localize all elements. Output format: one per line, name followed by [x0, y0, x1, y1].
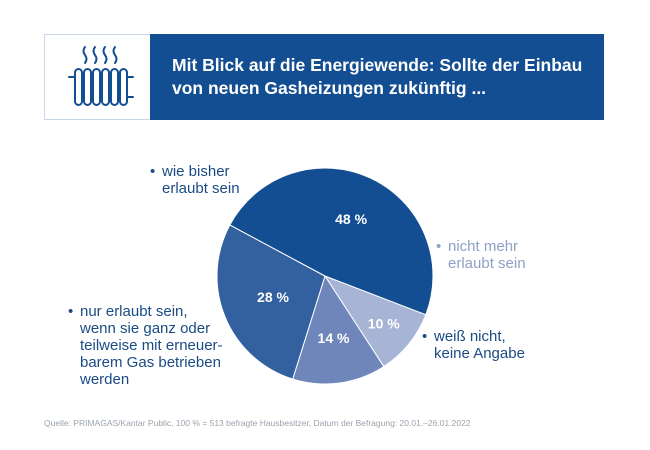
chart-title: Mit Blick auf die Energiewende: Sollte d… [150, 34, 604, 120]
legend-label-wie-bisher: • wie bisher erlaubt sein [150, 163, 240, 197]
label-bullet: • [150, 163, 156, 180]
label-line: werden [80, 371, 130, 388]
slice-value-label: 48 % [335, 211, 367, 227]
pie-slice [216, 224, 326, 380]
label-line: erlaubt sein [162, 180, 240, 197]
label-line: nur erlaubt sein, [80, 303, 188, 320]
source-note: Quelle: PRIMAGAS/Kantar Public, 100 % = … [44, 418, 471, 428]
header-banner: Mit Blick auf die Energiewende: Sollte d… [44, 34, 604, 120]
label-line: weiß nicht, [434, 328, 506, 345]
legend-label-weiss-nicht: • weiß nicht, keine Angabe [422, 328, 525, 362]
slice-value-label: 28 % [257, 289, 289, 305]
slice-value-label: 14 % [318, 330, 350, 346]
pie-slice [292, 274, 385, 385]
label-bullet: • [68, 303, 74, 320]
label-line: erlaubt sein [448, 255, 526, 272]
legend-label-nicht-mehr: • nicht mehr erlaubt sein [436, 238, 526, 272]
label-line: nicht mehr [448, 238, 519, 255]
label-line: keine Angabe [434, 345, 525, 362]
label-bullet: • [422, 328, 428, 345]
label-line: teilweise mit erneuer- [80, 337, 223, 354]
slice-value-label: 10 % [368, 316, 400, 332]
pie-slice [229, 167, 434, 316]
label-bullet: • [436, 238, 442, 255]
label-line: wie bisher [162, 163, 230, 180]
label-line: barem Gas betrieben [80, 354, 221, 371]
label-line: wenn sie ganz oder [80, 320, 211, 337]
title-line: Mit Blick auf die Energiewende: Sollte d… [172, 55, 583, 75]
radiator-icon-box [44, 34, 152, 120]
legend-label-nur-erlaubt: • nur erlaubt sein, wenn sie ganz oder te… [68, 303, 223, 388]
title-line: von neuen Gasheizungen zukünftig ... [172, 78, 487, 98]
radiator-icon [68, 46, 134, 106]
